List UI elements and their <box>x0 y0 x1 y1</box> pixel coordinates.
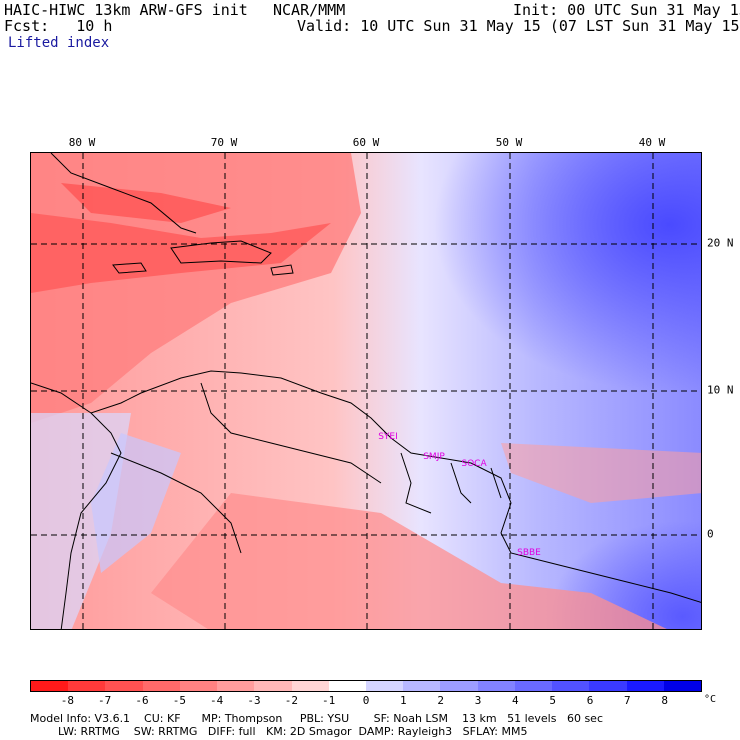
colorbar-tick-label: 8 <box>661 694 668 707</box>
colorbar-cell <box>440 681 478 691</box>
colorbar-tick-label: 7 <box>624 694 631 707</box>
colorbar-cell <box>477 681 515 691</box>
colorbar-cell <box>328 681 366 691</box>
coastline-hispaniola <box>170 240 272 264</box>
border-colombia-peru <box>110 452 242 554</box>
colorbar-cell <box>179 681 218 691</box>
unstable-patch-atlantic <box>501 443 701 503</box>
colorbar-tick-label: 3 <box>474 694 482 707</box>
colorbar-tick-label: 6 <box>586 694 594 707</box>
coastlines <box>31 153 701 629</box>
station-label-soca: SOCA <box>461 459 487 469</box>
footer-model-info: Model Info: V3.6.1 CU: KF MP: Thompson P… <box>30 712 603 725</box>
border-venezuela-colombia <box>200 382 382 484</box>
colorbar-unit: °C <box>704 694 717 705</box>
init-time: Init: 00 UTC Sun 31 May 15 <box>513 1 740 19</box>
colorbar-tick-label: -5 <box>172 694 186 707</box>
station-label-smjp: SMJP <box>423 452 445 462</box>
unstable-patch-cuba <box>61 183 231 223</box>
unstable-patch-caribbean <box>31 153 361 423</box>
lon-label-50w: 50 W <box>495 136 523 149</box>
colorbar-tick-label: -7 <box>98 694 112 707</box>
coastline-south-america-north <box>31 370 701 603</box>
lon-label-80w: 80 W <box>68 136 96 149</box>
unstable-patch-antilles <box>31 213 331 293</box>
colorbar-cell <box>291 681 329 691</box>
lon-label-70w: 70 W <box>210 136 238 149</box>
colorbar-tick-label: -3 <box>247 694 261 707</box>
colorbar-cell <box>514 681 553 691</box>
station-label-syei: SYEI <box>378 432 398 442</box>
colorbar-tick-label: 5 <box>549 694 556 707</box>
coastline-pacific <box>60 412 122 629</box>
model-title: HAIC-HIWC 13km ARW-GFS init <box>4 1 248 19</box>
colorbar-tick-label: -4 <box>210 694 224 707</box>
station-label-sbbe: SBBE <box>517 548 541 558</box>
colorbar-cell <box>589 681 627 691</box>
colorbar-cell <box>105 681 143 691</box>
lon-label-40w: 40 W <box>638 136 666 149</box>
colorbar-tick-label: -6 <box>135 694 149 707</box>
border-guyana <box>400 452 432 514</box>
colorbar-tick-label: 0 <box>362 694 370 707</box>
colorbar-cell <box>68 681 106 691</box>
colorbar-tick-label: -2 <box>284 694 298 707</box>
colorbar-cell <box>626 681 664 691</box>
colorbar-cell <box>31 681 69 691</box>
field-name: Lifted index <box>8 35 110 51</box>
colorbar-cell <box>403 681 441 691</box>
colorbar-tick-label: -8 <box>60 694 74 707</box>
lat-label-10n: 10 N <box>707 383 734 397</box>
colorbar-cell <box>552 681 590 691</box>
lifted-index-map <box>30 152 702 630</box>
lon-label-60w: 60 W <box>352 136 380 149</box>
coastline-cuba <box>50 153 197 234</box>
lat-label-0: 0 <box>707 527 714 541</box>
coastline-puerto-rico <box>270 264 294 276</box>
border-suriname <box>450 462 472 504</box>
colorbar-tick-label: 2 <box>437 694 444 707</box>
colorbar-cell <box>217 681 255 691</box>
colorbar-cell <box>142 681 180 691</box>
border-guiana <box>490 467 502 499</box>
forecast-hour: Fcst: 10 h <box>4 17 113 35</box>
colorbar-cell <box>663 681 701 691</box>
colorbar-cell <box>365 681 404 691</box>
colorbar-cell <box>254 681 292 691</box>
colorbar-tick-label: -1 <box>322 694 336 707</box>
colorbar <box>30 680 702 692</box>
org-label: NCAR/MMM <box>273 1 346 19</box>
graticule <box>31 153 701 629</box>
colorbar-tick-label: 1 <box>400 694 407 707</box>
lat-label-20n: 20 N <box>707 236 734 250</box>
unstable-belt-amazon <box>151 493 667 629</box>
colorbar-tick-label: 4 <box>512 694 519 707</box>
stable-patch-pacific <box>31 413 131 629</box>
footer-physics-info: LW: RRTMG SW: RRTMG DIFF: full KM: 2D Sm… <box>30 725 528 738</box>
valid-time: Valid: 10 UTC Sun 31 May 15 (07 LST Sun … <box>297 17 740 35</box>
map-canvas <box>31 153 701 629</box>
coastline-jamaica <box>112 262 147 274</box>
